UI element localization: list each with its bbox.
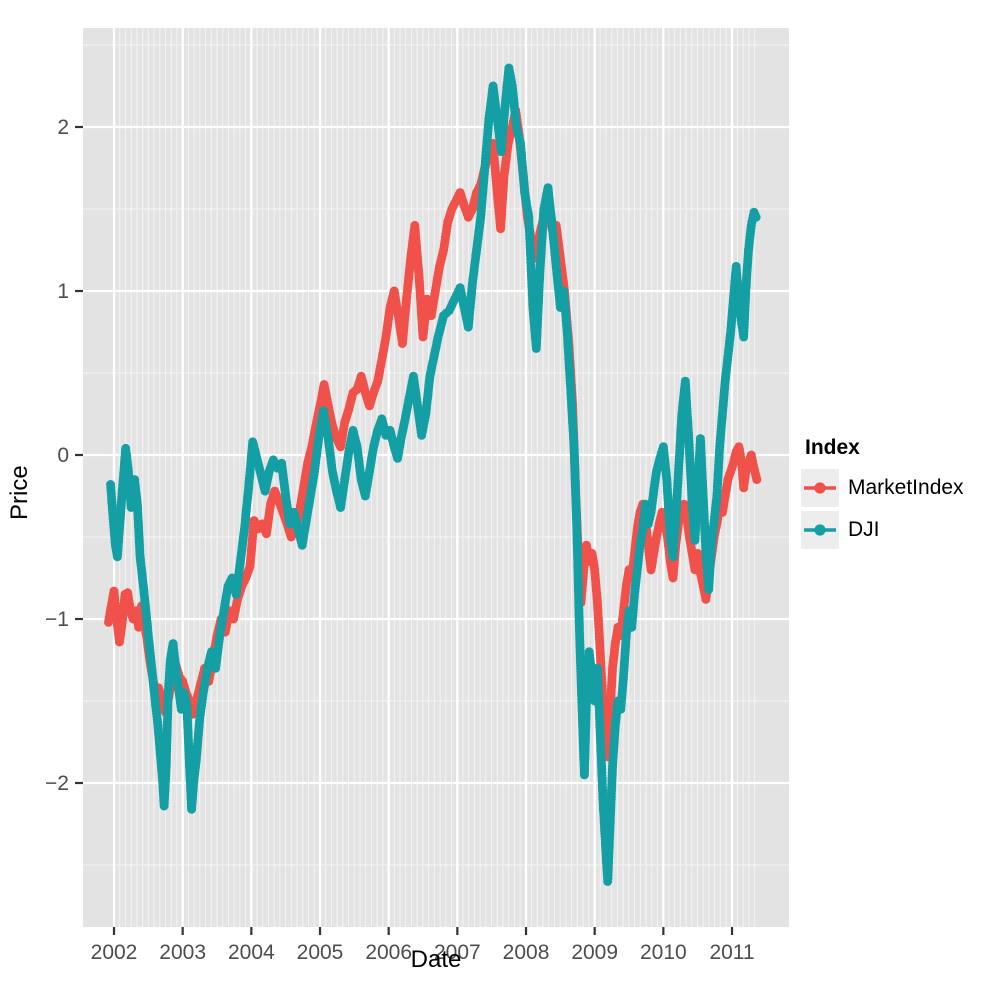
legend-title: Index	[805, 436, 860, 459]
svg-text:2008: 2008	[503, 941, 550, 964]
x-tick-labels: 2002 2003 2004 2005 2006 2007 2008 2009 2010 2011	[91, 941, 755, 964]
svg-text:2005: 2005	[297, 941, 344, 964]
svg-text:2004: 2004	[228, 941, 275, 964]
svg-text:2: 2	[57, 116, 69, 139]
legend-entry-dji: DJI	[801, 511, 964, 549]
legend-label: DJI	[848, 518, 880, 541]
x-axis-title: Date	[410, 946, 462, 973]
legend: Index MarketIndex DJI	[801, 436, 964, 553]
svg-text:2006: 2006	[365, 941, 412, 964]
svg-text:−1: −1	[45, 608, 69, 631]
legend-entry-marketindex: MarketIndex	[801, 469, 964, 507]
plot-area	[83, 28, 789, 927]
svg-text:0: 0	[57, 444, 69, 467]
legend-label: MarketIndex	[848, 476, 964, 499]
svg-text:2010: 2010	[640, 941, 687, 964]
legend-key-dji	[801, 511, 839, 549]
svg-text:2002: 2002	[91, 941, 138, 964]
legend-key-marketindex	[801, 469, 839, 507]
svg-text:2003: 2003	[159, 941, 206, 964]
svg-text:2011: 2011	[709, 941, 754, 964]
series-dji	[106, 63, 761, 886]
axis-ticks	[75, 125, 734, 935]
svg-text:−2: −2	[45, 772, 69, 795]
svg-text:2007: 2007	[434, 941, 481, 964]
y-tick-labels: 2 1 0 −1 −2	[45, 116, 69, 795]
svg-text:1: 1	[57, 280, 69, 303]
svg-text:2009: 2009	[571, 941, 618, 964]
